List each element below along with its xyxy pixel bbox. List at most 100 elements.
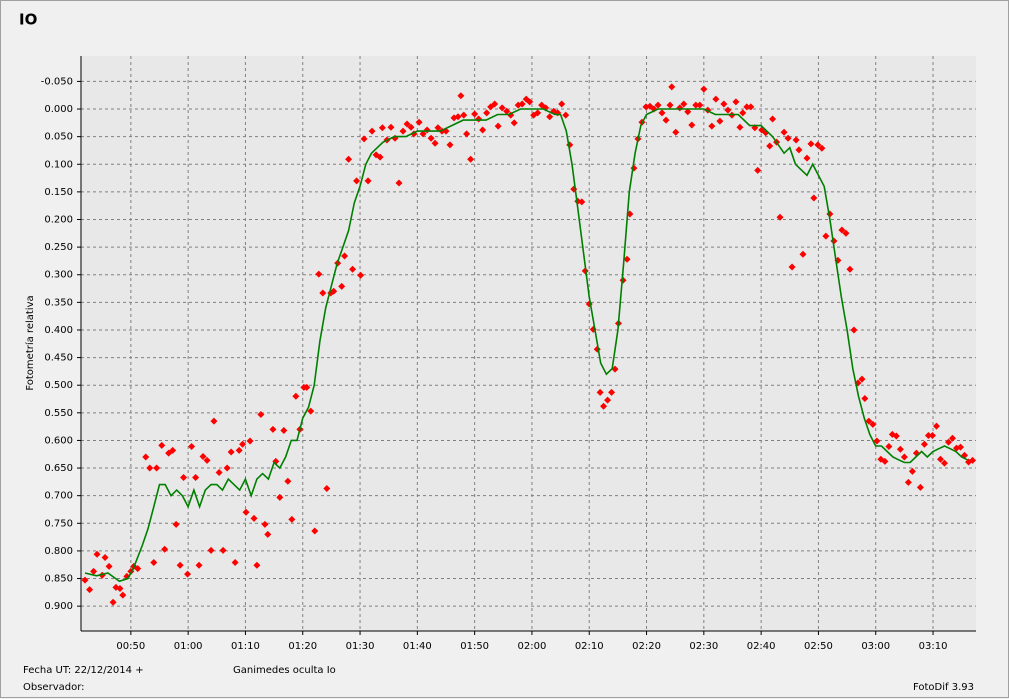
data-point	[896, 445, 904, 453]
data-point	[865, 417, 873, 425]
data-point	[957, 443, 965, 451]
data-point	[596, 388, 604, 396]
data-point	[341, 252, 349, 260]
data-point	[688, 121, 696, 129]
data-point	[881, 457, 889, 465]
data-point	[684, 108, 692, 116]
data-point	[788, 263, 796, 271]
y-tick-label: 0.750	[44, 518, 73, 529]
data-point	[776, 213, 784, 221]
data-point	[288, 515, 296, 523]
plot-area	[81, 56, 976, 631]
data-point	[195, 561, 203, 569]
data-point	[250, 514, 258, 522]
data-point	[928, 431, 936, 439]
data-point	[460, 111, 468, 119]
data-point	[869, 420, 877, 428]
data-point	[188, 443, 196, 451]
data-point	[239, 440, 247, 448]
data-point	[799, 250, 807, 258]
y-tick-label: 0.000	[44, 104, 73, 115]
data-point	[315, 270, 323, 278]
data-point	[264, 530, 272, 538]
data-point	[257, 410, 265, 418]
data-point	[608, 388, 616, 396]
data-point	[199, 452, 207, 460]
data-point	[562, 111, 570, 119]
data-point	[483, 109, 491, 117]
data-point	[546, 113, 554, 121]
data-point	[116, 584, 124, 592]
data-point	[353, 177, 361, 185]
data-point	[176, 561, 184, 569]
data-point	[510, 119, 518, 127]
data-point	[431, 139, 439, 147]
data-point	[885, 443, 893, 451]
data-point	[101, 554, 109, 562]
data-point	[858, 375, 866, 383]
data-point	[944, 438, 952, 446]
data-point	[467, 155, 475, 163]
data-point	[623, 255, 631, 263]
data-point	[280, 426, 288, 434]
data-point	[153, 464, 161, 472]
data-point	[736, 123, 744, 131]
data-point	[969, 456, 977, 464]
data-point	[949, 434, 957, 442]
data-point	[345, 155, 353, 163]
y-tick-label: 0.250	[44, 242, 73, 253]
data-point	[873, 437, 881, 445]
data-point	[716, 117, 724, 125]
data-point	[611, 365, 619, 373]
data-point	[916, 483, 924, 491]
data-point	[93, 550, 101, 558]
data-point	[427, 134, 435, 142]
data-point	[936, 455, 944, 463]
data-point	[81, 576, 89, 584]
data-point	[169, 446, 177, 454]
data-point	[276, 493, 284, 501]
data-point	[807, 140, 815, 148]
data-point	[658, 109, 666, 117]
data-point	[284, 477, 292, 485]
data-point	[311, 527, 319, 535]
data-point	[235, 446, 243, 454]
data-point	[766, 142, 774, 150]
data-point	[747, 103, 755, 111]
data-point	[142, 453, 150, 461]
data-point	[672, 128, 680, 136]
data-point	[604, 396, 612, 404]
data-point	[732, 98, 740, 106]
data-point	[708, 122, 716, 130]
data-point	[134, 565, 142, 573]
y-tick-label: 0.050	[44, 132, 73, 143]
data-point	[330, 287, 338, 295]
data-point	[415, 118, 423, 126]
data-point	[666, 101, 674, 109]
data-point	[161, 545, 169, 553]
y-tick-label: 0.550	[44, 408, 73, 419]
fit-line	[84, 108, 968, 583]
data-point	[269, 425, 277, 433]
data-point	[219, 546, 227, 554]
y-tick-label: 0.650	[44, 463, 73, 474]
data-point	[822, 232, 830, 240]
data-point	[292, 392, 300, 400]
data-point	[231, 559, 239, 567]
data-point	[471, 110, 479, 118]
y-tick-label: 0.900	[44, 601, 73, 612]
data-point	[720, 100, 728, 108]
x-tick-label: 01:30	[346, 641, 375, 652]
data-point	[780, 128, 788, 136]
y-tick-label: 0.700	[44, 491, 73, 502]
data-point	[210, 417, 218, 425]
data-point	[792, 136, 800, 144]
data-point	[558, 100, 566, 108]
data-point	[387, 123, 395, 131]
data-point	[518, 100, 526, 108]
data-point	[253, 561, 261, 569]
x-tick-label: 00:50	[116, 641, 145, 652]
data-point	[838, 226, 846, 234]
